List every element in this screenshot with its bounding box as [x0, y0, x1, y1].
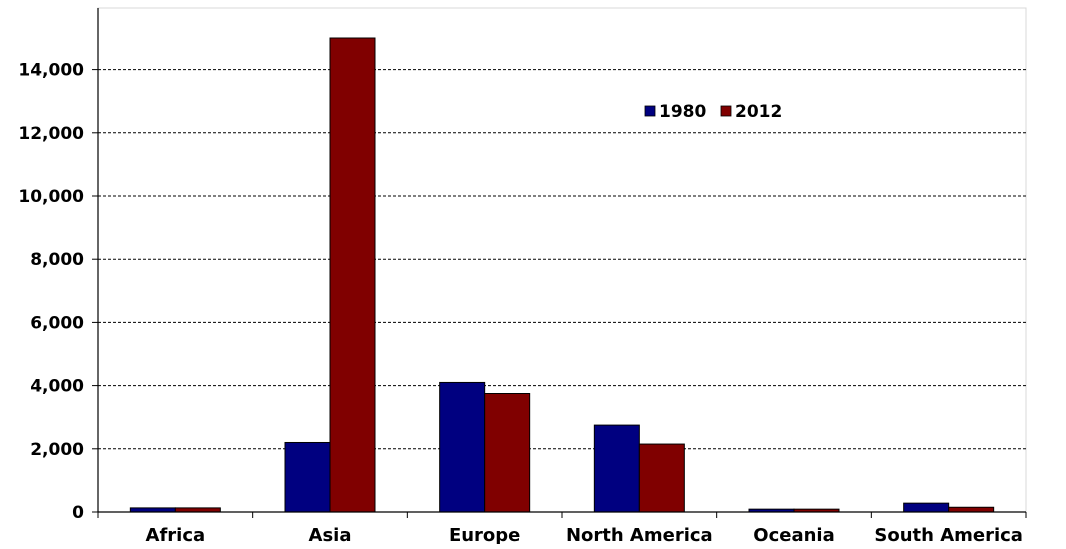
x-axis-ticks: Africa Asia Europe North America Oceania Sout…: [146, 525, 1023, 546]
legend-label-2012: 2012: [735, 102, 782, 122]
legend-swatch-1980: [644, 105, 656, 117]
legend-swatch-2012: [720, 105, 732, 117]
bar-2012-africa: [174, 507, 221, 513]
x-tick-label: South America: [874, 525, 1023, 544]
bars: [129, 37, 995, 513]
x-tick-label: Africa: [146, 525, 206, 544]
bar-1980-africa: [129, 507, 176, 513]
bar-1980-asia: [284, 441, 331, 513]
x-tick-label: Europe: [449, 525, 520, 544]
bar-2012-south-america: [948, 506, 995, 513]
bar-1980-south-america: [903, 502, 950, 513]
axes: [97, 8, 1027, 518]
y-tick-label: 0: [72, 503, 84, 523]
y-axis-ticks: 0 2,000 4,000 6,000 8,000 10,000 12,000 14,000: [18, 61, 98, 523]
plot-area: [97, 7, 1027, 513]
bar-2012-asia: [329, 37, 376, 513]
bar-1980-north-america: [593, 424, 640, 513]
bar-2012-europe: [484, 393, 531, 513]
x-tick-label: Oceania: [753, 525, 834, 544]
bar-2012-north-america: [638, 443, 685, 513]
y-tick-label: 12,000: [18, 124, 84, 144]
y-tick-label: 2,000: [30, 440, 84, 460]
y-tick-label: 6,000: [30, 313, 84, 333]
legend: 1980 2012: [644, 102, 782, 122]
y-tick-label: 8,000: [30, 250, 84, 270]
y-tick-label: 4,000: [30, 377, 84, 397]
bar-1980-europe: [439, 381, 486, 513]
y-tick-label: 14,000: [18, 61, 84, 81]
y-tick-label: 10,000: [18, 187, 84, 207]
x-tick-label: Asia: [309, 525, 352, 544]
legend-label-1980: 1980: [659, 102, 706, 122]
x-tick-label: North America: [566, 525, 713, 544]
